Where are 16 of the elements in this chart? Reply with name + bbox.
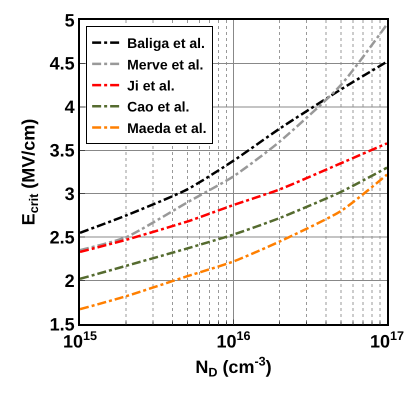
y-tick-label: 3 bbox=[64, 184, 75, 204]
legend-label: Baliga et al. bbox=[127, 35, 205, 52]
legend-label: Maeda et al. bbox=[127, 120, 207, 136]
legend-label: Cao et al. bbox=[127, 98, 190, 115]
y-tick-label: 4 bbox=[64, 97, 75, 118]
y-tick-label: 4.5 bbox=[50, 54, 75, 74]
x-tick-label: 10$^{16}$ bbox=[216, 328, 251, 352]
y-tick-label: 2.5 bbox=[50, 227, 75, 248]
x-tick-label: 10$^{17}$ bbox=[370, 328, 404, 352]
y-tick-label: 5 bbox=[64, 10, 75, 30]
legend-label: Merve et al. bbox=[127, 56, 204, 72]
y-tick-label: 1.5 bbox=[50, 314, 75, 334]
x-axis-title: N$_{D}$ (cm$^{-3}$) bbox=[195, 354, 272, 380]
y-tick-label: 2 bbox=[64, 270, 75, 291]
legend-label: Ji et al. bbox=[127, 78, 175, 94]
y-tick-label: 3.5 bbox=[50, 140, 75, 161]
